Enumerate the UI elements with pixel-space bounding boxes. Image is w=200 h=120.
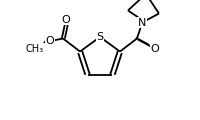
Text: S: S — [96, 32, 103, 42]
Text: O: O — [61, 15, 70, 24]
Text: N: N — [137, 18, 145, 27]
Text: O: O — [45, 36, 54, 45]
Text: CH₃: CH₃ — [26, 44, 44, 54]
Text: O: O — [150, 44, 159, 54]
